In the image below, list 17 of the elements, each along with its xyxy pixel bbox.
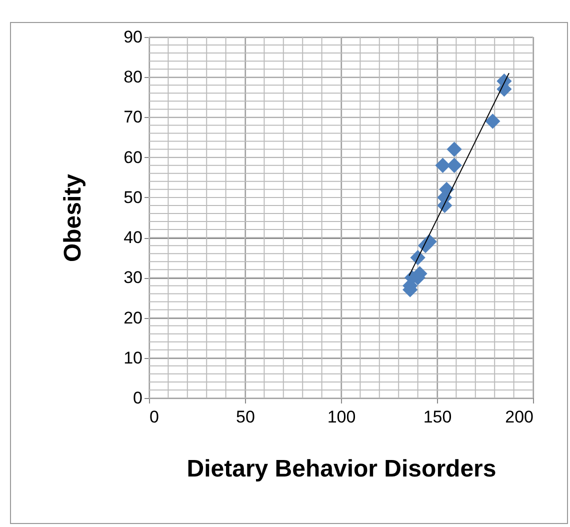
x-tick-label: 200	[505, 408, 534, 426]
y-tick-label: 40	[124, 228, 142, 248]
x-axis-title: Dietary Behavior Disorders	[186, 456, 496, 482]
y-tick-label: 90	[124, 28, 142, 46]
x-tick-label: 0	[150, 408, 159, 426]
y-axis-title: Obesity	[60, 173, 87, 262]
y-tick-label: 10	[124, 348, 142, 368]
y-tick-label: 50	[124, 188, 142, 207]
x-tick-label: 100	[327, 408, 356, 426]
x-tick-label: 150	[423, 408, 452, 426]
y-tick-label: 30	[124, 268, 142, 288]
y-tick-label: 20	[124, 308, 142, 328]
y-tick-label: 70	[124, 108, 142, 127]
y-tick-label: 80	[124, 68, 142, 87]
x-tick-label: 50	[236, 408, 255, 426]
y-tick-label: 0	[133, 388, 142, 408]
y-tick-label: 60	[124, 148, 142, 167]
